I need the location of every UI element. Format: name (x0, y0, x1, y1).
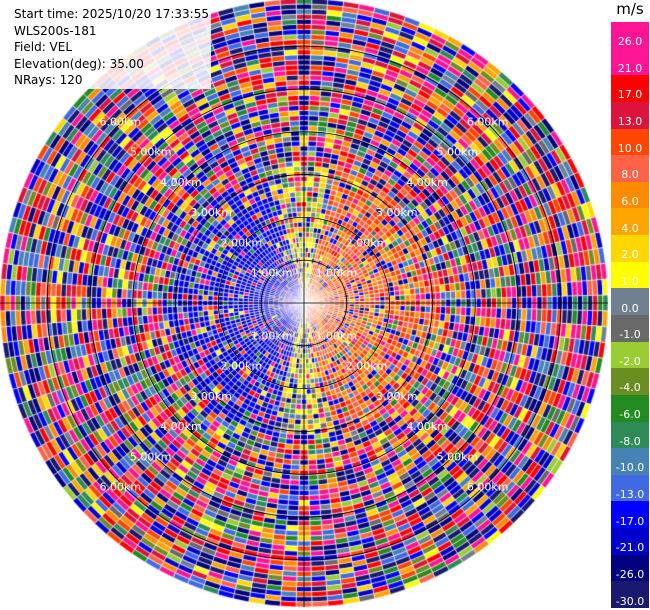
range-ring-label: 2.00km (346, 236, 388, 249)
range-ring-label: 4.00km (406, 420, 448, 433)
colorbar-tick-label: -2.0 (619, 354, 641, 368)
range-ring-label: 6.00km (100, 115, 142, 128)
colorbar-segment (611, 394, 649, 423)
colorbar-tick-label: 1.0 (621, 274, 639, 288)
range-ring-label: 4.00km (406, 176, 448, 189)
colorbar-tick-label: 26.0 (617, 35, 643, 49)
range-ring-label: 1.00km (251, 329, 293, 342)
colorbar-unit-label: m/s (616, 0, 644, 18)
range-ring-label: 4.00km (160, 420, 202, 433)
colorbar-tick-label: -8.0 (619, 434, 641, 448)
colorbar-segment (611, 474, 649, 502)
colorbar-segment (611, 22, 649, 50)
colorbar-segment (611, 128, 649, 156)
station-name-text: WLS200s-181 (14, 23, 97, 38)
range-ring-label: 5.00km (130, 450, 172, 463)
range-ring-label: 6.00km (467, 481, 509, 494)
colorbar-tick-label: -30.0 (615, 594, 645, 608)
range-ring-label: 2.00km (221, 236, 263, 249)
range-ring-label: 1.00km (251, 267, 293, 280)
range-ring-label: 3.00km (190, 206, 232, 219)
colorbar-tick-label: -13.0 (615, 487, 645, 501)
colorbar-tick-label: -17.0 (615, 514, 645, 528)
colorbar-segment (611, 528, 649, 556)
colorbar-tick-label: -6.0 (619, 408, 641, 422)
range-ring-label: 5.00km (130, 146, 172, 159)
colorbar-tick-label: -4.0 (619, 381, 641, 395)
field-text: Field: VEL (14, 40, 73, 54)
colorbar-tick-label: 0.0 (621, 301, 639, 315)
range-ring-label: 1.00km (315, 329, 357, 342)
colorbar-tick-label: 10.0 (617, 141, 643, 155)
colorbar-segment (611, 501, 649, 529)
colorbar-segment (611, 368, 649, 396)
range-ring-label: 2.00km (346, 360, 388, 373)
colorbar-tick-label: 2.0 (621, 248, 639, 262)
colorbar-tick-label: 8.0 (621, 168, 639, 182)
colorbar-tick-label: 17.0 (617, 88, 643, 102)
colorbar-segment (611, 101, 649, 130)
colorbar-tick-label: -10.0 (615, 461, 645, 475)
colorbar-segment (611, 208, 649, 236)
colorbar-tick-label: 13.0 (617, 115, 643, 129)
start-time-text: Start time: 2025/10/20 17:33:55 (14, 7, 209, 21)
range-ring-label: 2.00km (221, 360, 263, 373)
colorbar-tick-label: -1.0 (619, 328, 641, 342)
range-ring-label: 3.00km (376, 390, 418, 403)
range-ring-label: 5.00km (437, 146, 479, 159)
colorbar-segment (611, 341, 649, 369)
colorbar-segment (611, 288, 649, 316)
colorbar-segment (611, 421, 649, 449)
colorbar-tick-label: -26.0 (615, 567, 645, 581)
colorbar-segment (611, 448, 649, 476)
colorbar-segment (611, 554, 649, 582)
colorbar-tick-label: -21.0 (615, 541, 645, 555)
range-ring-label: 3.00km (376, 206, 418, 219)
colorbar-segment (611, 581, 649, 609)
range-ring-label: 1.00km (315, 267, 357, 280)
colorbar-tick-label: 21.0 (617, 61, 643, 75)
colorbar-segment (611, 75, 649, 103)
nrays-text: NRays: 120 (14, 73, 83, 87)
elevation-text: Elevation(deg): 35.00 (14, 56, 144, 71)
colorbar-tick-label: 6.0 (621, 194, 639, 208)
colorbar: 26.0 21.0 17.0 13.0 10.0 8.0 6.0 4.0 2.0 1.0 0.0 -1… (611, 22, 649, 609)
range-ring-label: 4.00km (160, 176, 202, 189)
range-ring-label: 6.00km (100, 481, 142, 494)
range-ring-label: 5.00km (437, 450, 479, 463)
colorbar-segment (611, 48, 649, 76)
colorbar-segment (611, 315, 649, 343)
colorbar-segment (611, 235, 649, 263)
colorbar-tick-label: 4.0 (621, 221, 639, 235)
scan-info-box: Start time: 2025/10/20 17:33:55 WLS200s-… (12, 6, 211, 89)
colorbar-segment (611, 181, 649, 209)
colorbar-segment (611, 261, 649, 289)
colorbar-segment (611, 155, 649, 183)
range-ring-label: 3.00km (190, 390, 232, 403)
range-ring-label: 6.00km (467, 115, 509, 128)
